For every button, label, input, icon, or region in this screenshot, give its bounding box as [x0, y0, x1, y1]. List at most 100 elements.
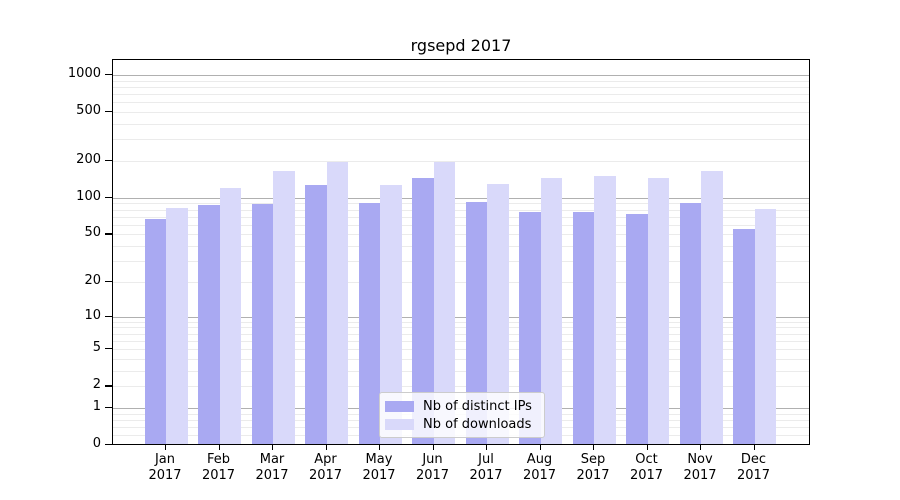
legend-label-downloads: Nb of downloads — [423, 416, 532, 432]
bar-jul-distinct-ips — [465, 201, 487, 444]
plot-area: Nb of distinct IPs Nb of downloads — [112, 59, 810, 445]
y-axis-tick-label: 200 — [76, 151, 101, 167]
year-label: 2017 — [629, 468, 664, 483]
year-label: 2017 — [469, 468, 503, 483]
x-axis-tick-label: Feb 2017 — [192, 452, 246, 484]
major-gridline — [113, 75, 809, 76]
minor-gridline — [113, 203, 809, 205]
major-gridline — [113, 197, 809, 199]
bar-jun-distinct-ips — [412, 178, 434, 444]
minor-gridline — [113, 209, 809, 211]
minor-gridline — [113, 246, 809, 248]
y-axis-tick-label: 100 — [76, 188, 101, 204]
bar-may-distinct-ips — [358, 202, 380, 444]
month-label: Sep — [580, 452, 606, 467]
minor-gridline — [113, 123, 809, 125]
bar-dec-downloads — [754, 208, 776, 444]
x-axis-tick — [432, 444, 434, 450]
bar-oct-distinct-ips — [626, 213, 648, 444]
y-axis-tick — [105, 444, 112, 446]
bar-aug-downloads — [540, 177, 562, 444]
x-axis-tick-label: Sep 2017 — [566, 452, 620, 484]
month-label: Aug — [526, 452, 553, 467]
year-label: 2017 — [201, 468, 236, 483]
bar-oct-downloads — [647, 177, 669, 444]
x-axis-tick — [218, 444, 220, 450]
month-label: Apr — [314, 452, 337, 467]
minor-gridline — [113, 281, 809, 283]
x-axis-tick — [165, 444, 167, 450]
bar-jul-downloads — [487, 183, 509, 444]
year-label: 2017 — [255, 468, 289, 483]
minor-gridline — [113, 224, 809, 226]
bar-sep-distinct-ips — [572, 211, 594, 444]
minor-gridline — [113, 160, 809, 162]
y-axis-tick — [105, 385, 112, 387]
year-label: 2017 — [736, 468, 771, 483]
bar-mar-distinct-ips — [251, 204, 273, 444]
bar-dec-distinct-ips — [733, 229, 755, 444]
legend-swatch-downloads — [385, 418, 414, 430]
y-axis-tick — [105, 233, 112, 235]
y-axis-tick-label: 1000 — [67, 66, 101, 81]
x-axis-tick — [539, 444, 541, 450]
minor-gridline — [113, 112, 809, 114]
x-axis-tick-label: Aug 2017 — [513, 452, 567, 484]
minor-gridline — [113, 216, 809, 218]
x-axis-tick-label: Jan 2017 — [138, 452, 192, 484]
x-axis-tick — [753, 444, 755, 450]
bar-apr-downloads — [326, 162, 348, 444]
x-axis-tick — [325, 444, 327, 450]
legend-swatch-distinct-ips — [385, 400, 414, 412]
minor-gridline — [113, 80, 809, 82]
minor-gridline — [113, 358, 809, 360]
month-label: Oct — [635, 452, 658, 467]
minor-gridline — [113, 349, 809, 351]
x-axis-tick — [379, 444, 381, 450]
minor-gridline — [113, 86, 809, 88]
x-axis-tick — [700, 444, 702, 450]
major-gridline — [113, 316, 809, 318]
month-label: Jan — [154, 452, 176, 467]
minor-gridline — [113, 102, 809, 104]
x-axis-tick — [646, 444, 648, 450]
y-axis-tick — [105, 74, 112, 76]
x-axis-tick-label: Oct 2017 — [620, 452, 674, 484]
bar-nov-downloads — [701, 170, 723, 444]
x-axis-tick — [486, 444, 488, 450]
y-axis-tick — [105, 406, 112, 409]
y-axis-tick — [105, 196, 112, 199]
y-axis-tick-label: 1 — [92, 398, 101, 414]
month-label: Feb — [206, 452, 231, 467]
bar-feb-distinct-ips — [198, 205, 220, 444]
x-axis-tick-label: May 2017 — [352, 452, 406, 484]
bar-feb-downloads — [219, 188, 241, 444]
x-axis-tick — [272, 444, 274, 450]
month-label: Dec — [740, 452, 767, 467]
x-axis-tick-label: Apr 2017 — [299, 452, 353, 484]
year-label: 2017 — [415, 468, 450, 483]
y-axis-tick — [105, 280, 112, 283]
bar-sep-downloads — [594, 175, 616, 444]
minor-gridline — [113, 234, 809, 236]
minor-gridline — [113, 333, 809, 335]
month-label: Jul — [478, 452, 494, 467]
legend: Nb of distinct IPs Nb of downloads — [379, 392, 545, 438]
minor-gridline — [113, 321, 809, 323]
month-label: Jun — [422, 452, 443, 467]
year-label: 2017 — [576, 468, 610, 483]
x-axis-tick — [593, 444, 595, 450]
bar-jun-downloads — [433, 161, 455, 444]
month-label: Mar — [259, 452, 285, 467]
y-axis-tick-label: 500 — [76, 103, 101, 119]
legend-label-distinct-ips: Nb of distinct IPs — [423, 398, 532, 414]
month-label: May — [365, 452, 393, 467]
minor-gridline — [113, 94, 809, 96]
y-axis-tick-label: 5 — [92, 340, 101, 356]
y-axis-tick-label: 0 — [92, 436, 101, 451]
year-label: 2017 — [308, 468, 343, 483]
legend-item-downloads: Nb of downloads — [385, 416, 536, 432]
y-axis-tick — [105, 111, 112, 113]
bar-nov-distinct-ips — [679, 203, 701, 444]
